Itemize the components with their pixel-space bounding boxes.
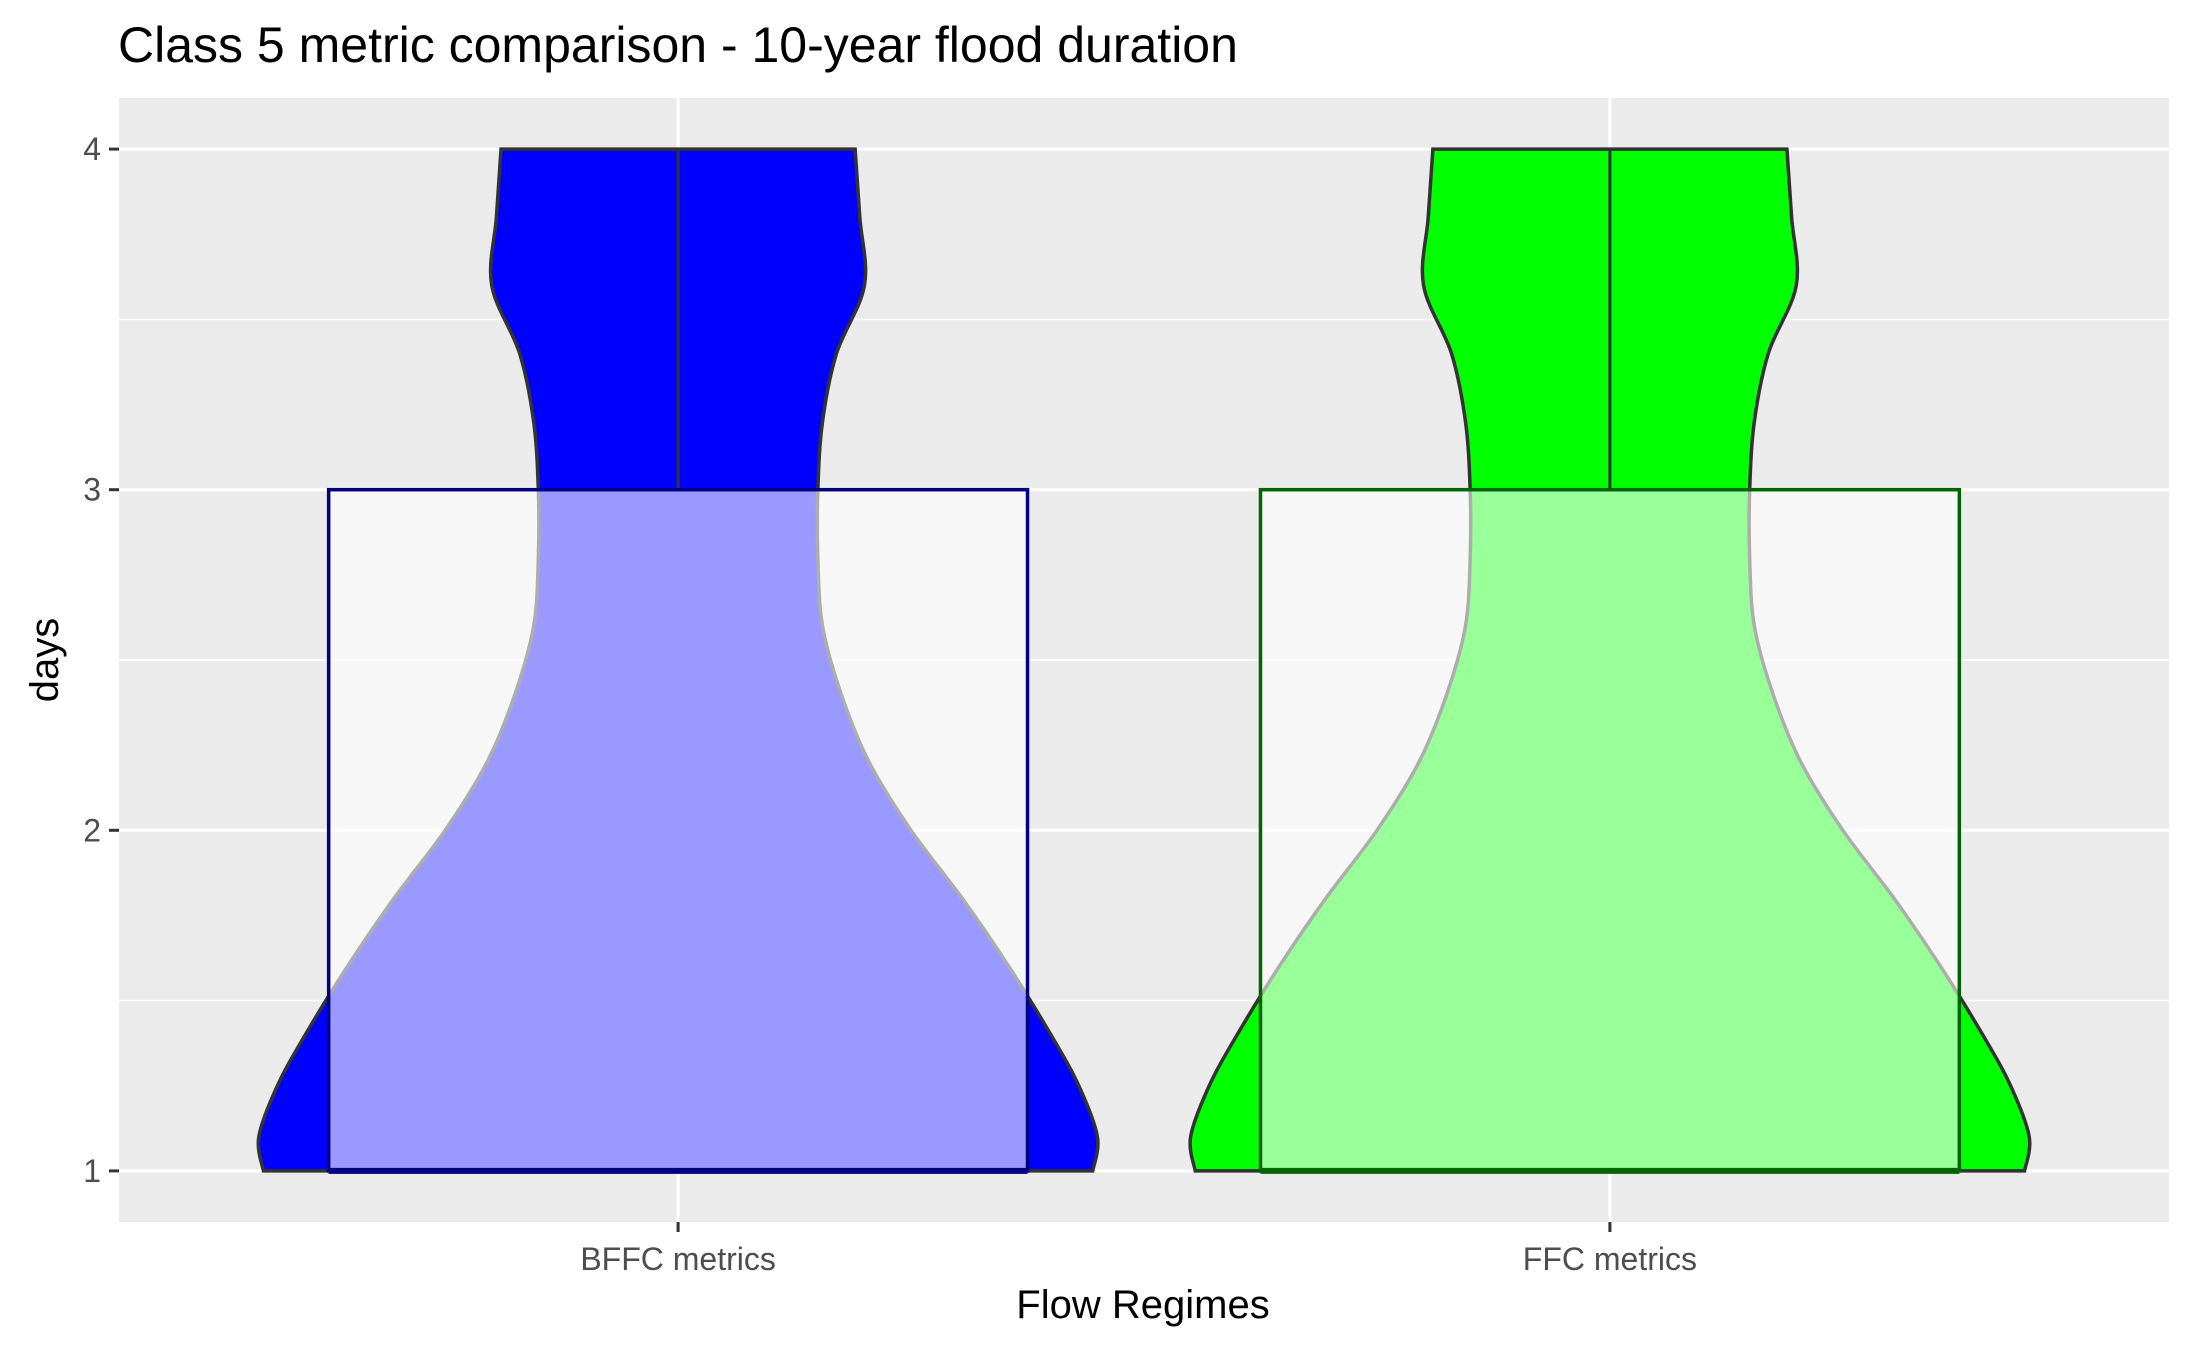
- y-axis: 1 2 3 4: [83, 131, 119, 1189]
- box-1: [1258, 487, 1962, 1173]
- x-axis: BFFC metrics FFC metrics: [580, 1222, 1697, 1277]
- x-tick-label: BFFC metrics: [580, 1241, 776, 1277]
- y-tick-label: 3: [83, 472, 101, 508]
- x-axis-title: Flow Regimes: [1016, 1283, 1269, 1327]
- box-0: [326, 487, 1030, 1173]
- y-axis-title: days: [23, 618, 67, 703]
- y-tick-label: 4: [83, 131, 101, 167]
- x-tick-label: FFC metrics: [1523, 1241, 1697, 1277]
- box-layer: [326, 149, 1962, 1174]
- chart-title: Class 5 metric comparison - 10-year floo…: [118, 17, 1238, 73]
- y-tick-label: 2: [83, 812, 101, 848]
- y-tick-label: 1: [83, 1153, 101, 1189]
